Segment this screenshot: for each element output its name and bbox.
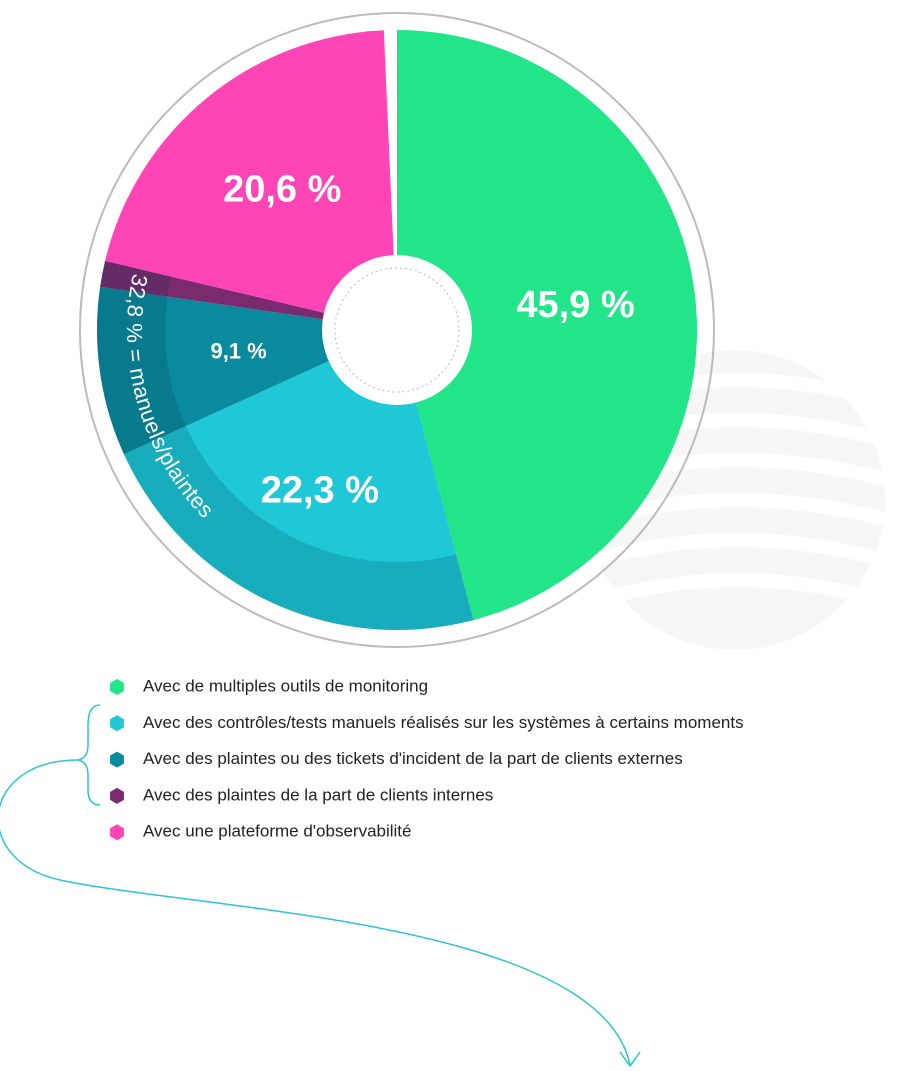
brace — [77, 704, 101, 806]
value-label: 20,6 % — [223, 168, 341, 210]
slice — [100, 260, 397, 330]
legend-swatch — [110, 824, 124, 841]
slice — [96, 286, 397, 455]
hole-ring — [334, 267, 460, 393]
legend-label: Avec des plaintes ou des tickets d'incid… — [143, 749, 683, 768]
value-label: 45,9 % — [516, 284, 634, 326]
legend-swatch — [110, 787, 124, 804]
legend-swatch — [110, 751, 124, 768]
legend-label: Avec des contrôles/tests manuels réalisé… — [143, 713, 744, 732]
legend-label: Avec des plaintes de la part de clients … — [143, 785, 493, 804]
group-band — [96, 260, 474, 630]
legend-label: Avec de multiples outils de monitoring — [143, 676, 428, 695]
value-label: 22,3 % — [261, 470, 379, 512]
slice — [397, 30, 698, 621]
value-label: 9,1 % — [210, 338, 266, 363]
slice — [105, 30, 398, 330]
slice — [123, 330, 474, 631]
legend-label: Avec une plateforme d'observabilité — [143, 822, 411, 841]
hole — [322, 255, 472, 405]
legend-swatch — [110, 715, 124, 732]
outer-ring — [79, 12, 715, 648]
arrow — [0, 759, 641, 1068]
legend-swatch — [110, 679, 124, 695]
